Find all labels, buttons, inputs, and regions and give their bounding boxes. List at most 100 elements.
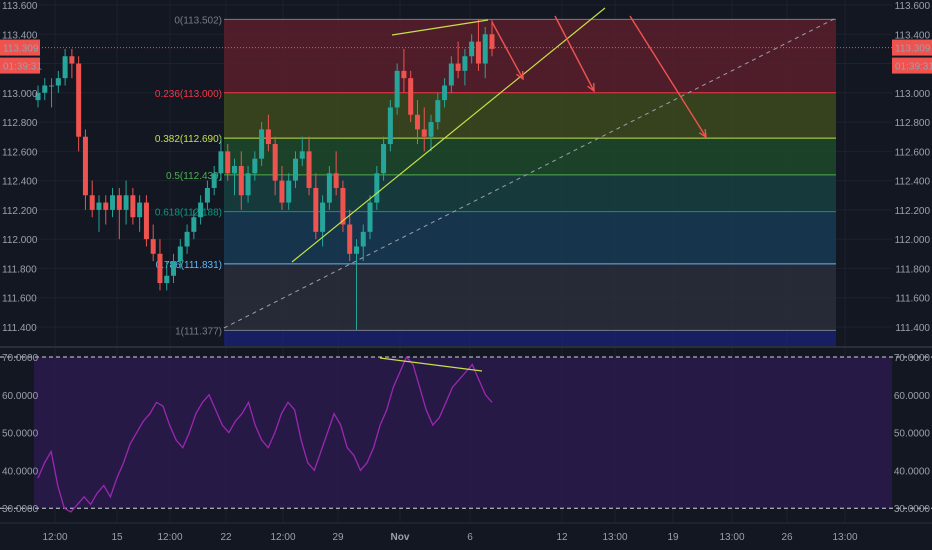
time-tick: 13:00 — [832, 532, 857, 543]
drawings[interactable] — [0, 7, 932, 329]
current-price-value: 113.309 — [895, 44, 931, 55]
candle-body — [245, 173, 251, 196]
candle-body — [191, 217, 197, 232]
arrow-head — [698, 128, 707, 139]
candle-body — [42, 85, 48, 93]
price-tick-right: 112.000 — [895, 235, 931, 246]
time-tick: 15 — [111, 532, 123, 543]
candle-body — [232, 165, 238, 174]
candle-body — [313, 187, 319, 232]
price-tick-right: 112.600 — [895, 147, 931, 158]
fib-zone-extension — [224, 330, 836, 346]
price-tick-left: 111.800 — [2, 264, 37, 275]
candle-body — [49, 85, 55, 87]
candle-body — [198, 202, 204, 218]
candle-body — [299, 151, 305, 159]
arrow-head — [516, 70, 524, 81]
fib-level-label: 0(113.502) — [174, 15, 222, 26]
candle-body — [435, 100, 441, 123]
time-tick: 6 — [467, 532, 473, 543]
time-tick: 26 — [781, 532, 793, 543]
countdown-value: 01:39:31 — [895, 62, 932, 73]
candle-body — [374, 173, 380, 203]
candle-body — [455, 63, 461, 71]
price-tick-left: 112.400 — [2, 177, 38, 188]
price-tick-left: 113.400 — [2, 30, 38, 41]
rsi-divergence-line — [379, 357, 483, 372]
fib-zone — [224, 19, 836, 93]
candle-body — [218, 151, 224, 174]
price-labels: 113.309 01:39:31 113.309 01:39:31 — [0, 39, 932, 74]
fib-level-label: 1(111.377) — [175, 326, 222, 337]
trendline-support — [291, 7, 606, 263]
countdown-badge — [892, 57, 932, 74]
candle-body — [381, 144, 387, 174]
rsi-tick-left: 30.0000 — [2, 504, 39, 515]
candle-body — [401, 70, 407, 79]
candle-body — [387, 107, 393, 145]
candle-body — [367, 202, 373, 232]
price-tick-right: 111.600 — [895, 294, 930, 305]
rsi-tick-right: 60.0000 — [894, 391, 931, 402]
price-tick-right: 111.400 — [895, 323, 930, 334]
time-tick: Nov — [391, 532, 410, 543]
candle-body — [347, 224, 353, 254]
candle-body — [204, 187, 210, 203]
time-tick: 13:00 — [719, 532, 744, 543]
arrow-line — [629, 15, 707, 138]
candle-body — [238, 165, 244, 196]
price-tick-left: 113.600 — [2, 1, 38, 12]
fib-zone — [224, 174, 836, 212]
candle-body — [116, 195, 122, 210]
candle-body — [89, 195, 95, 210]
candle-body — [96, 202, 102, 210]
candle-body — [279, 180, 285, 203]
price-tick-right: 111.800 — [895, 264, 930, 275]
candle-body — [353, 246, 359, 254]
trendline-dashed — [223, 17, 837, 329]
candle-body — [259, 129, 265, 159]
candle-body — [326, 173, 332, 203]
price-tick-left: 112.600 — [2, 147, 38, 158]
candle-body — [475, 41, 481, 64]
candle-body — [469, 41, 475, 57]
fib-level-label: 0.5(112.439) — [166, 171, 222, 182]
current-price-badge — [892, 39, 932, 56]
time-axis-bg — [0, 523, 932, 550]
rsi-tick-right: 70.0000 — [894, 353, 931, 364]
candle-body — [286, 180, 292, 203]
rsi-tick-left: 60.0000 — [2, 391, 39, 402]
current-price-value: 113.309 — [3, 44, 39, 55]
countdown-badge — [0, 57, 40, 74]
candle-body — [62, 56, 68, 79]
fib-level-label: 0.618(112.188) — [155, 208, 222, 219]
countdown-value: 01:39:31 — [3, 62, 42, 73]
candle-body — [414, 114, 420, 130]
fib-level-label: 0.382(112.690) — [155, 134, 222, 145]
candle-body — [137, 202, 143, 218]
candle-body — [184, 231, 190, 247]
candle-body — [171, 261, 177, 276]
arrow-line — [554, 15, 595, 92]
candle-body — [110, 195, 116, 210]
fibonacci-retracement[interactable]: 0(113.502) 0.236(113.000) 0.382(112.690) 0.… — [155, 15, 836, 346]
candle-body — [333, 173, 339, 188]
rsi-axis[interactable]: 70.0000 70.0000 60.0000 60.0000 50.0000 50.00… — [2, 353, 930, 515]
time-tick: 12:00 — [157, 532, 182, 543]
candle-body — [442, 85, 448, 101]
time-tick: 12:00 — [42, 532, 67, 543]
rsi-tick-left: 40.0000 — [2, 466, 39, 477]
candle-body — [306, 151, 312, 188]
time-tick: 19 — [667, 532, 679, 543]
rsi-tick-right: 40.0000 — [894, 466, 931, 477]
time-axis[interactable]: 12:00 15 12:00 22 12:00 29 Nov 6 12 13:00 19 13:00 2… — [0, 522, 932, 550]
candle-body — [360, 231, 366, 247]
candlestick-series — [35, 19, 495, 330]
candle-body — [177, 246, 183, 262]
candle-body — [69, 56, 75, 64]
price-tick-right: 112.200 — [895, 206, 931, 217]
rsi-tick-right: 50.0000 — [894, 429, 931, 440]
price-tick-right: 112.800 — [895, 118, 931, 129]
